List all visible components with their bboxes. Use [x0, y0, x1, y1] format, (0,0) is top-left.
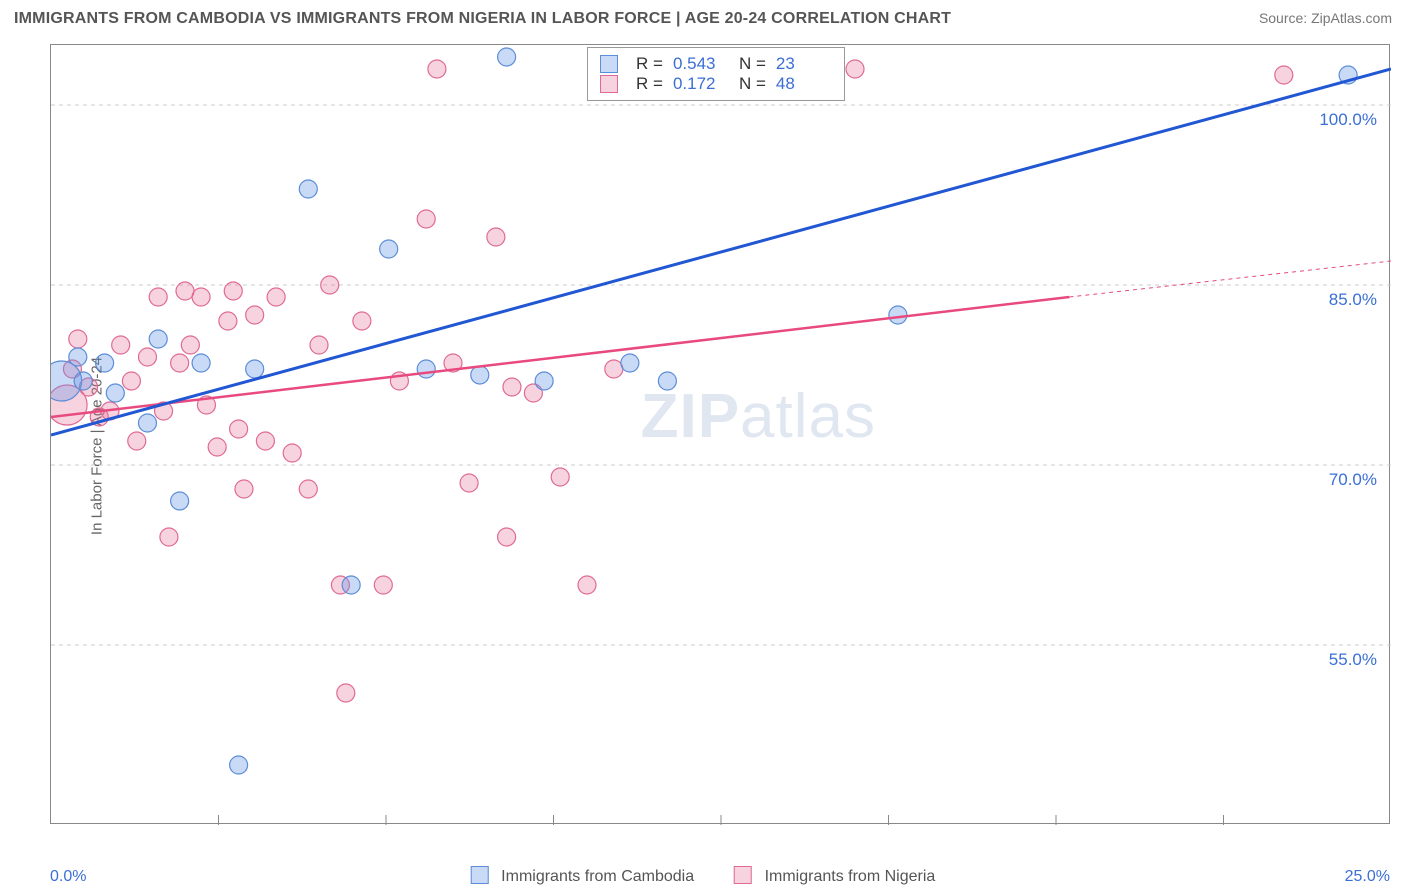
n-value-b: 48	[776, 74, 832, 94]
r-value-a: 0.543	[673, 54, 729, 74]
stats-box: R = 0.543 N = 23 R = 0.172 N = 48	[587, 47, 845, 101]
r-label-b: R =	[636, 74, 663, 94]
scatter-svg: 55.0% 70.0% 85.0% 100.0%	[51, 45, 1391, 825]
n-label-a: N =	[739, 54, 766, 74]
swatch-a	[600, 55, 618, 73]
svg-text:100.0%: 100.0%	[1319, 110, 1377, 129]
legend-label-b: Immigrants from Nigeria	[765, 868, 936, 885]
legend-swatch-b	[734, 866, 752, 884]
header: IMMIGRANTS FROM CAMBODIA VS IMMIGRANTS F…	[14, 10, 1392, 38]
n-value-a: 23	[776, 54, 832, 74]
legend-swatch-a	[471, 866, 489, 884]
n-label-b: N =	[739, 74, 766, 94]
svg-text:55.0%: 55.0%	[1329, 650, 1377, 669]
stats-row-a: R = 0.543 N = 23	[600, 54, 832, 74]
chart-title: IMMIGRANTS FROM CAMBODIA VS IMMIGRANTS F…	[14, 10, 951, 28]
plot-area: 55.0%70.0%85.0%100.0% ZIPatlas R = 0.543…	[50, 44, 1390, 824]
xtick-1: 25.0%	[1345, 868, 1390, 886]
chart-container: IMMIGRANTS FROM CAMBODIA VS IMMIGRANTS F…	[0, 0, 1406, 892]
r-value-b: 0.172	[673, 74, 729, 94]
svg-text:70.0%: 70.0%	[1329, 470, 1377, 489]
legend-item-a: Immigrants from Cambodia	[471, 866, 694, 886]
legend-label-a: Immigrants from Cambodia	[501, 868, 694, 885]
legend-bottom: Immigrants from Cambodia Immigrants from…	[471, 866, 936, 886]
swatch-b	[600, 75, 618, 93]
stats-row-b: R = 0.172 N = 48	[600, 74, 832, 94]
svg-text:85.0%: 85.0%	[1329, 290, 1377, 309]
source-label: Source: ZipAtlas.com	[1259, 10, 1392, 26]
xtick-0: 0.0%	[50, 868, 86, 886]
legend-item-b: Immigrants from Nigeria	[734, 866, 935, 886]
r-label-a: R =	[636, 54, 663, 74]
